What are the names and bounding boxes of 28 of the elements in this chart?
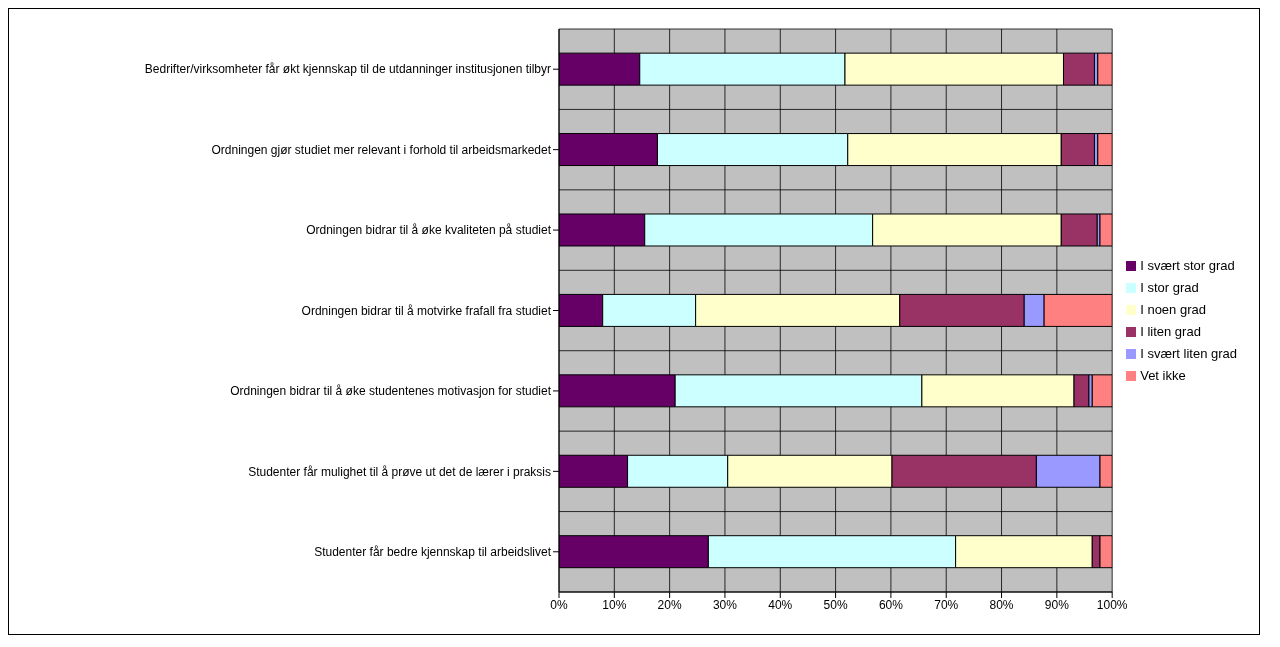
- y-tick-label: Ordningen bidrar til å motvirke frafall fra studiet: [301, 303, 552, 318]
- legend-label: Vet ikke: [1140, 367, 1186, 383]
- legend-label: I svært liten grad: [1140, 345, 1237, 361]
- bar: [1097, 133, 1113, 167]
- y-tick-label: Studenter får bedre kjennskap til arbeidslivet: [314, 545, 552, 560]
- x-tick-label: 80%: [989, 597, 1014, 612]
- x-tick-label: 30%: [712, 597, 738, 612]
- x-tick-label: 0%: [550, 597, 568, 612]
- bar: [1091, 374, 1113, 408]
- y-tick-label: Ordningen bidrar til å øke kvaliteten på studiet: [306, 223, 552, 238]
- x-tick-label: 50%: [823, 597, 848, 612]
- bar: [1097, 52, 1113, 86]
- x-tick-label: 100%: [1096, 597, 1128, 612]
- x-tick-label: 40%: [768, 597, 793, 612]
- bar: [1099, 213, 1113, 247]
- legend-label: I noen grad: [1140, 301, 1206, 317]
- legend-label: I liten grad: [1140, 323, 1201, 339]
- y-tick-label: Ordningen bidrar til å øke studentenes motivasjon for studiet: [230, 384, 552, 399]
- y-tick-label: Bedrifter/virksomheter får økt kjennskap til de utdanninger institusjonen tilbyr: [144, 62, 551, 77]
- y-tick-label: Studenter får mulighet til å prøve ut det de lærer i praksis: [248, 464, 551, 479]
- x-tick-label: 70%: [934, 597, 959, 612]
- legend-label: I svært stor grad: [1140, 257, 1235, 273]
- x-tick-label: 60%: [878, 597, 904, 612]
- x-tick-label: 20%: [657, 597, 682, 612]
- x-tick-label: 10%: [602, 597, 627, 612]
- y-tick-label: Ordningen gjør studiet mer relevant i forhold til arbeidsmarkedet: [211, 142, 552, 157]
- legend-label: I stor grad: [1140, 279, 1199, 295]
- x-tick-label: 90%: [1044, 597, 1070, 612]
